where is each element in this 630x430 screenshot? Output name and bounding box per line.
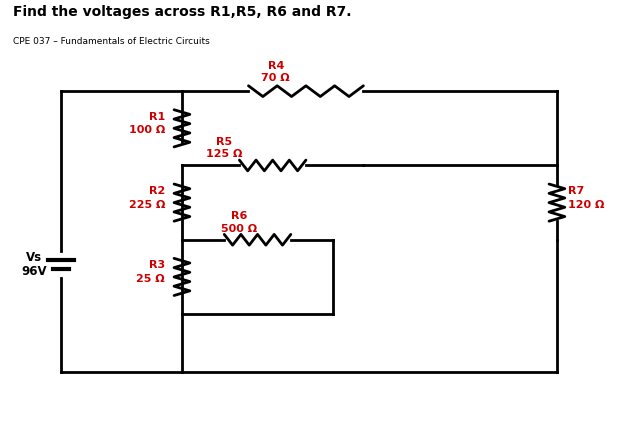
Text: 25 Ω: 25 Ω xyxy=(136,274,165,284)
Text: 70 Ω: 70 Ω xyxy=(261,73,290,83)
Text: Find the voltages across R1,R5, R6 and R7.: Find the voltages across R1,R5, R6 and R… xyxy=(13,5,351,19)
Text: 225 Ω: 225 Ω xyxy=(129,200,165,210)
Text: 125 Ω: 125 Ω xyxy=(206,149,243,159)
Text: R4: R4 xyxy=(268,61,284,71)
Text: 500 Ω: 500 Ω xyxy=(221,224,258,233)
Text: 100 Ω: 100 Ω xyxy=(129,126,165,135)
Text: R5: R5 xyxy=(216,137,232,147)
Text: R3: R3 xyxy=(149,260,165,270)
Text: R2: R2 xyxy=(149,186,165,196)
Text: CPE 037 – Fundamentals of Electric Circuits: CPE 037 – Fundamentals of Electric Circu… xyxy=(13,37,209,46)
Text: R7: R7 xyxy=(568,186,584,196)
Text: 120 Ω: 120 Ω xyxy=(568,200,604,210)
Text: 96V: 96V xyxy=(21,265,47,279)
Text: R6: R6 xyxy=(231,211,248,221)
Text: Vs: Vs xyxy=(26,251,42,264)
Text: R1: R1 xyxy=(149,112,165,122)
